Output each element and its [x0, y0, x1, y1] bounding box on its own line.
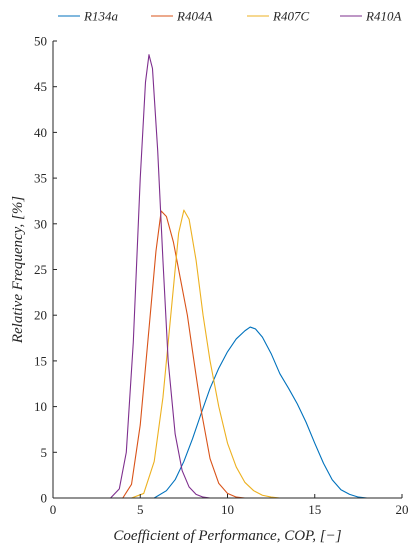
series-group	[110, 54, 368, 499]
series-line-r134a	[153, 326, 368, 499]
legend-label-r410a: R410A	[365, 9, 401, 24]
legend-label-r404a: R404A	[176, 9, 212, 24]
series-line-r404a	[122, 210, 246, 499]
y-tick-label: 5	[41, 445, 48, 460]
y-tick-label: 10	[34, 399, 47, 414]
y-tick-label: 20	[34, 308, 47, 323]
legend-label-r407c: R407C	[272, 9, 309, 24]
legend: R134a R404A R407C R410A	[58, 9, 401, 24]
x-tick-label: 0	[50, 502, 57, 517]
series-line-r410a	[110, 54, 211, 499]
x-tick-label: 10	[221, 502, 234, 517]
x-axis-label: Coefficient of Performance, COP, [−]	[113, 528, 341, 544]
y-tick-label: 35	[34, 171, 47, 186]
x-tick-label: 20	[396, 502, 409, 517]
y-tick-label: 30	[34, 216, 47, 231]
series-line-r407c	[130, 209, 281, 499]
y-tick-label: 40	[34, 125, 47, 140]
x-tick-label: 5	[137, 502, 144, 517]
y-tick-label: 50	[34, 34, 47, 49]
y-tick-label: 15	[34, 353, 47, 368]
y-axis-label: Relative Frequency, [%]	[10, 196, 26, 344]
y-tick-label: 0	[41, 491, 48, 506]
y-tick-label: 25	[34, 262, 47, 277]
x-tick-label: 15	[308, 502, 321, 517]
axes: 0 5 10 15 20 0 5 10 15 20 25 30 35 40 45 50	[34, 34, 409, 518]
legend-label-r134a: R134a	[83, 9, 118, 24]
y-tick-label: 45	[34, 79, 47, 94]
